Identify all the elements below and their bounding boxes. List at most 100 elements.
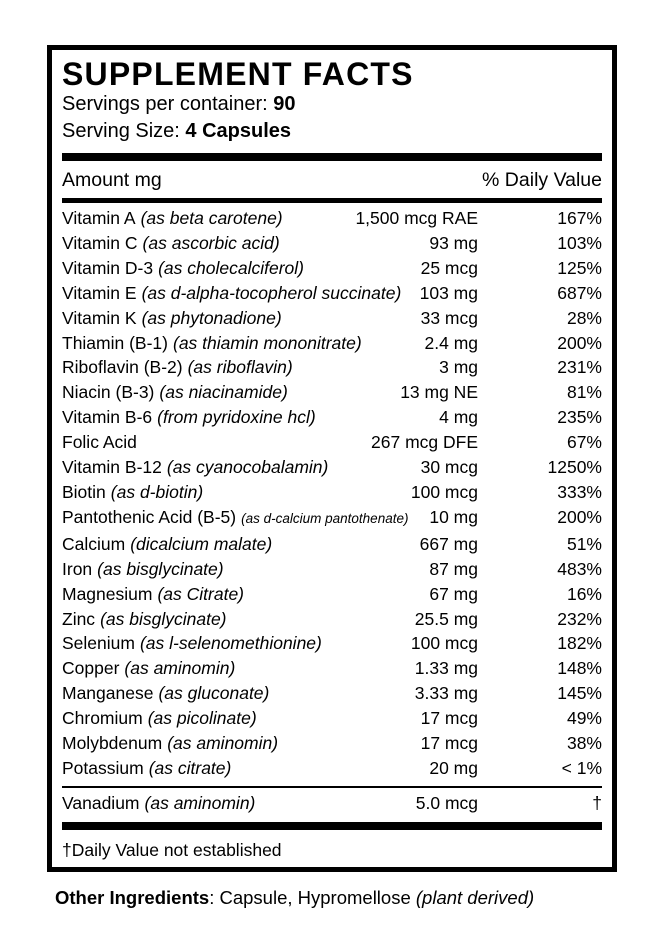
nutrient-daily-value: 28% [566,307,602,328]
nutrient-name: Chromium (as picolinate) [62,708,257,729]
nutrient-name: Riboflavin (B-2) (as riboflavin) [62,357,293,378]
nutrient-row: Potassium (as citrate) 20 mg < 1% [62,756,602,781]
other-ingredients-text: Capsule, Hypromellose [219,887,416,908]
nutrient-name: Vanadium (as aminomin) [62,792,256,813]
nutrient-name: Niacin (B-3) (as niacinamide) [62,382,288,403]
nutrient-amount: 5.0 mcg [415,792,478,813]
nutrient-daily-value: 235% [557,407,602,428]
nutrient-daily-value: 167% [557,208,602,228]
nutrient-row: Magnesium (as Citrate) 67 mg 16% [62,582,602,607]
nutrient-daily-value: 200% [557,332,602,353]
nutrient-table: Vitamin A (as beta carotene) 1,500 mcg RA… [62,203,602,781]
nutrient-name: Vitamin C (as ascorbic acid) [62,232,280,253]
nutrient-row: Copper (as aminomin) 1.33 mg 148% [62,656,602,681]
nutrient-name: Iron (as bisglycinate) [62,558,224,579]
nutrient-row: Vitamin B-6 (from pyridoxine hcl) 4 mg 23… [62,405,602,430]
nutrient-daily-value: 231% [557,357,602,378]
other-ingredients-separator: : [209,887,220,908]
nutrient-row: Zinc (as bisglycinate) 25.5 mg 232% [62,607,602,632]
nutrient-amount: 87 mg [429,558,478,579]
nutrient-daily-value: † [592,792,602,813]
serving-size: Serving Size: 4 Capsules [62,118,602,145]
nutrient-amount: 67 mg [429,583,478,604]
nutrient-row: Vitamin E (as d-alpha-tocopherol succinat… [62,281,602,306]
nutrient-row: Vitamin A (as beta carotene) 1,500 mcg RA… [62,206,602,231]
nutrient-row: Vitamin C (as ascorbic acid) 93 mg 103% [62,231,602,256]
serving-size-value: 4 Capsules [185,120,291,142]
column-header-amount: Amount mg [62,169,162,191]
nutrient-name: Magnesium (as Citrate) [62,583,245,604]
column-header-row: Amount mg % Daily Value [62,161,602,198]
nutrient-name: Molybdenum (as aminomin) [62,733,279,754]
nutrient-daily-value: 67% [566,432,602,453]
nutrient-daily-value: 200% [557,506,602,527]
nutrient-daily-value: 687% [557,282,602,303]
servings-label: Servings per container: [62,93,274,115]
nutrient-amount: 33 mcg [420,307,478,328]
nutrient-name: Manganese (as gluconate) [62,683,270,704]
nutrient-amount: 93 mg [429,232,478,253]
nutrient-daily-value: 232% [557,608,602,629]
servings-value: 90 [273,93,296,115]
nutrient-daily-value: 49% [566,708,602,729]
nutrient-daily-value: 1250% [547,457,603,478]
nutrient-daily-value: 182% [557,633,602,654]
nutrient-row: Thiamin (B-1) (as thiamin mononitrate) 2.… [62,331,602,356]
nutrient-amount: 4 mg [439,407,478,428]
nutrient-row: Iron (as bisglycinate) 87 mg 483% [62,557,602,582]
nutrient-amount: 3.33 mg [414,683,478,704]
nutrient-row: Vitamin D-3 (as cholecalciferol) 25 mcg 1… [62,256,602,281]
nutrient-amount: 17 mcg [420,733,478,754]
nutrient-row: Folic Acid 267 mcg DFE 67% [62,430,602,455]
nutrient-daily-value: 16% [566,583,602,604]
nutrient-name: Vitamin D-3 (as cholecalciferol) [62,257,304,278]
nutrient-daily-value: < 1% [561,757,602,778]
nutrient-row: Biotin (as d-biotin) 100 mcg 333% [62,480,602,505]
other-ingredients-label: Other Ingredients [55,887,210,908]
nutrient-name: Biotin (as d-biotin) [62,481,204,502]
nutrient-row: Manganese (as gluconate) 3.33 mg 145% [62,681,602,706]
thick-rule-top [62,153,602,161]
nutrient-amount: 2.4 mg [424,332,479,353]
nutrient-amount: 20 mg [429,757,478,778]
nutrient-name: Vitamin B-6 (from pyridoxine hcl) [62,407,316,428]
nutrient-amount: 1,500 mcg RAE [355,208,478,228]
nutrient-amount: 103 mg [419,282,478,303]
nutrient-name: Folic Acid [62,432,137,453]
nutrient-row: Chromium (as picolinate) 17 mcg 49% [62,706,602,731]
nutrient-amount: 100 mcg [410,633,478,654]
nutrient-amount: 267 mcg DFE [371,432,478,453]
nutrient-name: Selenium (as l-selenomethionine) [62,633,322,654]
nutrient-daily-value: 38% [566,733,602,754]
nutrient-daily-value: 333% [557,481,602,502]
nutrient-name: Calcium (dicalcium malate) [62,533,273,554]
nutrient-row: Selenium (as l-selenomethionine) 100 mcg … [62,631,602,656]
daily-value-footnote: †Daily Value not established [62,839,282,860]
column-header-daily-value: % Daily Value [482,169,602,191]
supplement-facts-title: SUPPLEMENT FACTS [62,56,414,92]
other-ingredients-note: (plant derived) [415,887,535,908]
nutrient-amount: 17 mcg [420,708,478,729]
nutrient-row: Niacin (B-3) (as niacinamide) 13 mg NE 81… [62,380,602,405]
medium-rule-header [62,198,602,203]
nutrient-name: Copper (as aminomin) [62,658,236,679]
other-ingredients: Other Ingredients: Capsule, Hypromellose… [55,886,534,910]
nutrient-daily-value: 148% [557,658,602,679]
nutrient-name: Vitamin E (as d-alpha-tocopherol succinat… [62,282,402,303]
nutrient-daily-value: 81% [566,382,602,403]
nutrient-amount: 667 mg [419,533,478,554]
nutrient-amount: 1.33 mg [414,658,478,679]
thick-rule-bottom [62,821,602,830]
nutrient-row: Vitamin K (as phytonadione) 33 mcg 28% [62,306,602,331]
nutrient-daily-value: 125% [557,257,602,278]
nutrient-row: Vitamin B-12 (as cyanocobalamin) 30 mcg 1… [62,455,602,480]
nutrient-row: Riboflavin (B-2) (as riboflavin) 3 mg 231… [62,355,602,380]
nutrient-name: Vitamin B-12 (as cyanocobalamin) [62,457,329,478]
nutrient-amount: 13 mg NE [400,382,478,403]
supplement-facts-panel: SUPPLEMENT FACTS Servings per container:… [47,45,617,872]
nutrient-name: Zinc (as bisglycinate) [62,608,227,629]
nutrient-daily-value: 103% [557,232,602,253]
thin-rule-above-vanadium [62,785,602,788]
nutrient-row: Pantothenic Acid (B-5) (as d-calcium pant… [62,505,602,532]
nutrient-row: Calcium (dicalcium malate) 667 mg 51% [62,532,602,557]
